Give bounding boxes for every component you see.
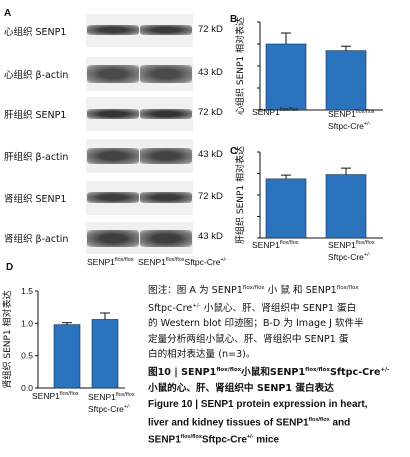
blot-band-0-r: [139, 25, 192, 35]
blot-band-0-l: [87, 25, 140, 35]
blot-strip-0: [86, 14, 193, 47]
caption-en-line-3: SENP1flox/floxSftpc-Cre+/- mice: [148, 434, 280, 446]
blot-label-5: 肾组织 β-actin: [4, 234, 69, 245]
caption-line-3: 的 Western blot 印迹图；B-D 为 Image J 软件半: [148, 318, 364, 330]
blot-kda-2: 72 kD: [198, 107, 223, 118]
figure-caption-en: Figure 10 | SENP1 protein expression in …: [148, 398, 406, 448]
blot-kda-5: 43 kD: [198, 231, 223, 242]
blot-kda-3: 43 kD: [198, 149, 223, 160]
chart-b-ylabel: 心组织 SENP1 相对表达: [234, 17, 246, 115]
caption-en-line-2: liver and kidney tissues of SENP1flox/fl…: [148, 416, 351, 428]
chart-d-bar-1: [91, 319, 119, 389]
blot-kda-0: 72 kD: [198, 23, 223, 35]
chart-d: 肾组织 SENP1 相对表达 0.0 0.5 1.0 1.5: [0, 268, 130, 398]
caption-line-4: 定量分析两组小鼠心、肝、肾组织中 SENP1 蛋: [148, 333, 349, 345]
blot-strip-5: [86, 222, 193, 254]
chart-c-bar-1: [325, 174, 367, 239]
blot-band-3-l: [87, 148, 140, 164]
blot-label-3: 肝组织 β-actin: [4, 152, 69, 163]
chart-d-bar-0: [53, 324, 81, 389]
chart-d-xlabel-left: SENP1flox/flox: [32, 391, 79, 401]
chart-b-xlabel-left: SENP1flox/flox: [252, 107, 299, 117]
chart-c-svg: 肝组织 SENP1 相对表达: [234, 146, 383, 244]
panel-b-letter: B: [230, 14, 238, 25]
figure-caption-zh: 图注：图 A 为 SENP1flox/flox 小 鼠 和 SENP1flox/…: [148, 281, 406, 396]
blot-band-2-l: [87, 109, 140, 119]
blot-label-1: 心组织 β-actin: [4, 70, 69, 81]
chart-c-ylabel: 肝组织 SENP1 相对表达: [234, 146, 246, 244]
chart-d-ytick-label-0: 0.0: [21, 383, 33, 393]
blot-sample-label-right: SENP1flox/floxSftpc-Cre+/-: [138, 257, 228, 267]
chart-c-xlabel-right: SENP1flox/flox Sftpc-Cre+/-: [328, 239, 375, 262]
blot-label-2: 肝组织 SENP1: [4, 110, 67, 121]
panel-c-letter: C: [230, 146, 238, 157]
chart-d-xlabel-right: SENP1flox/flox Sftpc-Cre+/-: [88, 391, 135, 414]
chart-b: 心组织 SENP1 相对表达: [225, 14, 405, 134]
blot-label-0: 心组织 SENP1: [4, 26, 67, 38]
chart-c-xlabel-left: SENP1flox/flox: [252, 240, 299, 250]
chart-d-ylabel: 肾组织 SENP1 相对表达: [1, 290, 13, 388]
blot-band-1-r: [139, 65, 192, 83]
blot-strip-2: [86, 97, 193, 131]
blot-band-3-r: [139, 148, 192, 164]
caption-line-1: 图注：图 A 为 SENP1flox/flox 小 鼠 和 SENP1flox/…: [148, 285, 359, 297]
blot-band-4-l: [87, 192, 140, 203]
panel-a-letter: A: [4, 8, 12, 19]
blot-band-5-l: [87, 230, 140, 247]
chart-b-bar-1: [325, 50, 367, 111]
caption-line-5: 白的相对表达量 (n=3)。: [148, 349, 256, 361]
blot-sample-label-left: SENP1flox/flox: [87, 257, 134, 267]
chart-b-bar-0: [265, 43, 307, 111]
caption-en-line-1: Figure 10 | SENP1 protein expression in …: [148, 399, 368, 410]
blot-label-4: 肾组织 SENP1: [4, 194, 67, 205]
blot-band-5-r: [139, 230, 192, 247]
caption-line-2: Sftpc-Cre+/- 小鼠心、肝、肾组织中 SENP1 蛋白: [148, 302, 357, 314]
blot-kda-1: 43 kD: [198, 67, 223, 78]
blot-strip-4: [86, 181, 193, 215]
panel-d-letter: D: [6, 262, 14, 273]
chart-b-svg: 心组织 SENP1 相对表达: [234, 17, 383, 115]
chart-d-ytick-label-2: 1.0: [21, 318, 33, 328]
blot-band-1-l: [87, 65, 140, 83]
chart-d-ytick-label-3: 1.5: [21, 286, 33, 296]
chart-d-svg: 肾组织 SENP1 相对表达 0.0 0.5 1.0 1.5: [1, 286, 125, 393]
chart-d-ytick-label-1: 0.5: [21, 351, 33, 361]
blot-strip-3: [86, 139, 193, 173]
blot-kda-4: 72 kD: [198, 191, 223, 202]
chart-c: 肝组织 SENP1 相对表达: [225, 146, 405, 256]
blot-band-2-r: [139, 109, 192, 119]
blot-band-4-r: [139, 192, 192, 203]
blot-strip-1: [86, 57, 193, 91]
figure-title-zh: 图10 | SENP1flox/flox小鼠和SENP1flox/floxSft…: [148, 366, 390, 379]
chart-c-bar-0: [265, 178, 307, 239]
chart-b-xlabel-right: SENP1flox/flox Sftpc-Cre+/-: [328, 108, 375, 131]
figure-title-zh-line-2: 小鼠的心、肝、肾组织中 SENP1 蛋白表达: [148, 382, 334, 394]
